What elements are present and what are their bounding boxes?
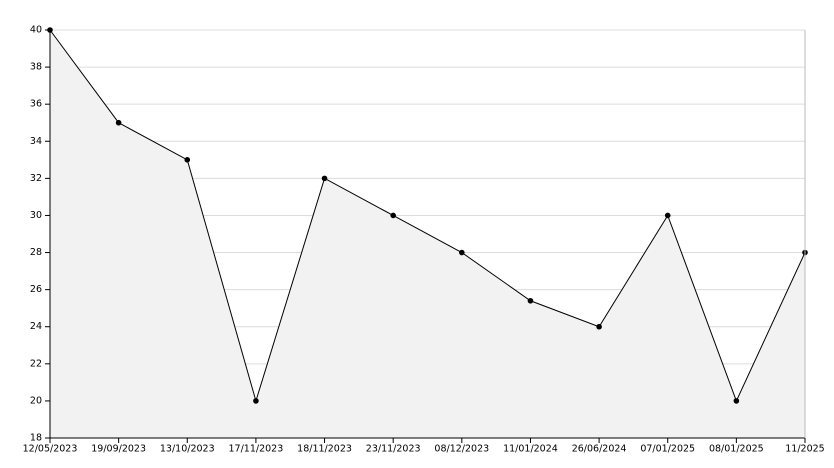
x-tick-label: 07/01/2025 bbox=[640, 444, 695, 455]
x-tick-label: 17/11/2023 bbox=[229, 444, 284, 455]
plot bbox=[47, 27, 808, 438]
point bbox=[184, 157, 191, 163]
y-tick-label: 32 bbox=[30, 173, 42, 184]
y-tick-label: 34 bbox=[30, 136, 42, 147]
point bbox=[527, 297, 534, 304]
y-tick-label: 20 bbox=[30, 395, 42, 406]
x-tick-label: 11/01/2024 bbox=[503, 444, 558, 455]
y-tick-label: 24 bbox=[30, 321, 42, 332]
x-tick-label: 13/10/2023 bbox=[160, 444, 215, 455]
y-tick-label: 18 bbox=[30, 433, 42, 444]
x-tick-label: 26/06/2024 bbox=[572, 444, 627, 455]
y-tick-label: 40 bbox=[30, 25, 42, 36]
point bbox=[459, 249, 465, 256]
x-tick-label: 18/11/2023 bbox=[297, 444, 352, 455]
x-tick-label: 23/11/2023 bbox=[366, 444, 421, 455]
y-tick-label: 26 bbox=[30, 284, 42, 295]
x-tick-label: 08/01/2025 bbox=[709, 444, 764, 455]
point bbox=[596, 323, 602, 330]
x-tick-label: 12/05/2023 bbox=[23, 444, 78, 455]
point bbox=[321, 175, 328, 182]
point bbox=[253, 398, 259, 404]
y-tick-label: 30 bbox=[30, 210, 42, 221]
point bbox=[115, 119, 122, 126]
y-tick-label: 22 bbox=[30, 358, 42, 369]
point bbox=[390, 212, 396, 219]
x-tick-label: 11/2025 bbox=[785, 444, 824, 455]
point bbox=[733, 398, 740, 404]
y-tick-label: 36 bbox=[30, 99, 42, 110]
point bbox=[664, 212, 671, 219]
x-tick-label: 19/09/2023 bbox=[91, 444, 146, 455]
y-tick-label: 38 bbox=[30, 62, 42, 73]
x-tick-label: 08/12/2023 bbox=[434, 444, 489, 455]
line bbox=[49, 29, 806, 403]
y-tick-label: 28 bbox=[30, 247, 42, 258]
